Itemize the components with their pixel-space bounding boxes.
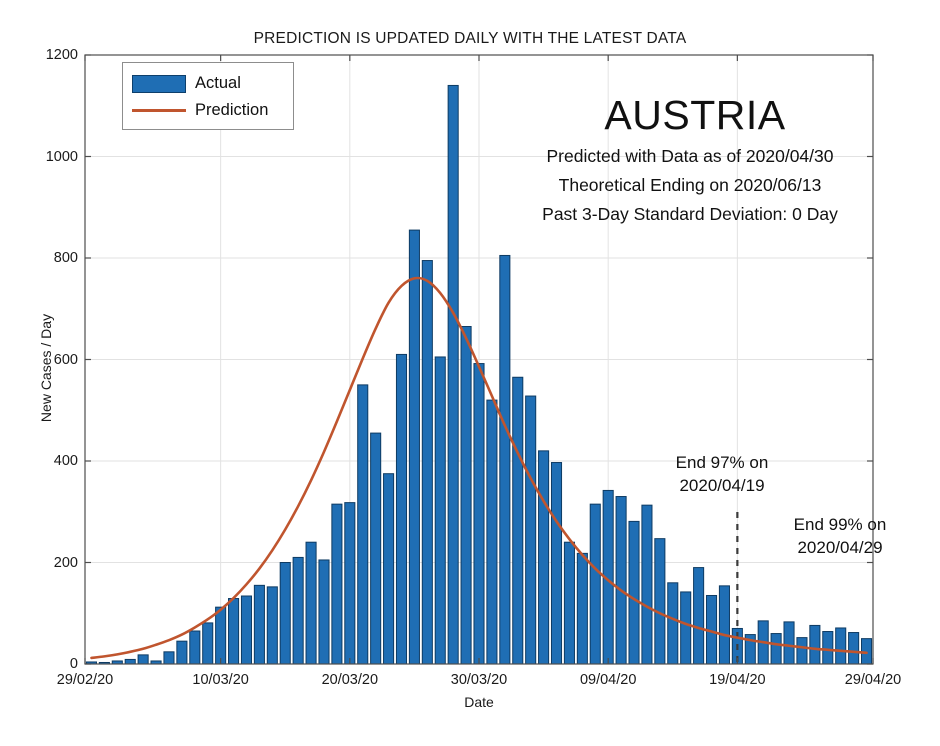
x-tick-label: 10/03/20 <box>192 672 249 688</box>
legend-swatch-line-icon <box>132 102 186 120</box>
x-tick-label: 30/03/20 <box>450 672 508 688</box>
legend-label-actual: Actual <box>195 74 241 93</box>
country-title: AUSTRIA <box>604 92 786 138</box>
x-tick-label: 09/04/20 <box>579 672 637 688</box>
y-tick-label: 800 <box>53 250 78 266</box>
x-tick-label: 20/03/20 <box>321 672 379 688</box>
annotation-end-97: End 97% on 2020/04/19 <box>627 452 817 497</box>
annotation-end-99: End 99% on 2020/04/29 <box>740 514 940 559</box>
axis-tick-marks <box>84 54 874 665</box>
y-tick-label: 1000 <box>45 148 78 165</box>
y-tick-label: 0 <box>69 656 78 672</box>
y-tick-label: 600 <box>53 351 78 368</box>
x-axis-title: Date <box>464 694 494 710</box>
legend-label-prediction: Prediction <box>195 101 269 120</box>
legend-swatch-bar-icon <box>132 74 186 93</box>
info-predicted-with: Predicted with Data as of 2020/04/30 <box>546 146 834 166</box>
y-tick-label: 1200 <box>45 47 78 63</box>
bar-series-actual <box>85 84 873 665</box>
x-tick-label: 19/04/20 <box>709 672 766 688</box>
legend-item-prediction: Prediction <box>132 97 284 124</box>
info-standard-deviation: Past 3-Day Standard Deviation: 0 Day <box>542 204 838 224</box>
annotation-end-97-line1: End 97% on <box>675 453 769 472</box>
chart-legend: Actual Prediction <box>122 62 294 130</box>
x-tick-label: 29/04/20 <box>844 672 902 688</box>
line-series-prediction <box>90 276 868 660</box>
y-tick-label: 200 <box>53 554 78 571</box>
info-theoretical-ending: Theoretical Ending on 2020/06/13 <box>558 175 822 195</box>
y-axis-title: New Cases / Day <box>38 313 54 423</box>
annotation-end-99-line2: 2020/04/29 <box>797 537 883 557</box>
x-tick-label: 29/02/20 <box>56 672 114 688</box>
annotation-end-97-line2: 2020/04/19 <box>679 475 765 495</box>
y-tick-label: 400 <box>53 453 78 469</box>
annotation-end-99-line1: End 99% on <box>793 515 887 534</box>
legend-item-actual: Actual <box>132 70 284 97</box>
page-title: PREDICTION IS UPDATED DAILY WITH THE LAT… <box>253 30 687 47</box>
